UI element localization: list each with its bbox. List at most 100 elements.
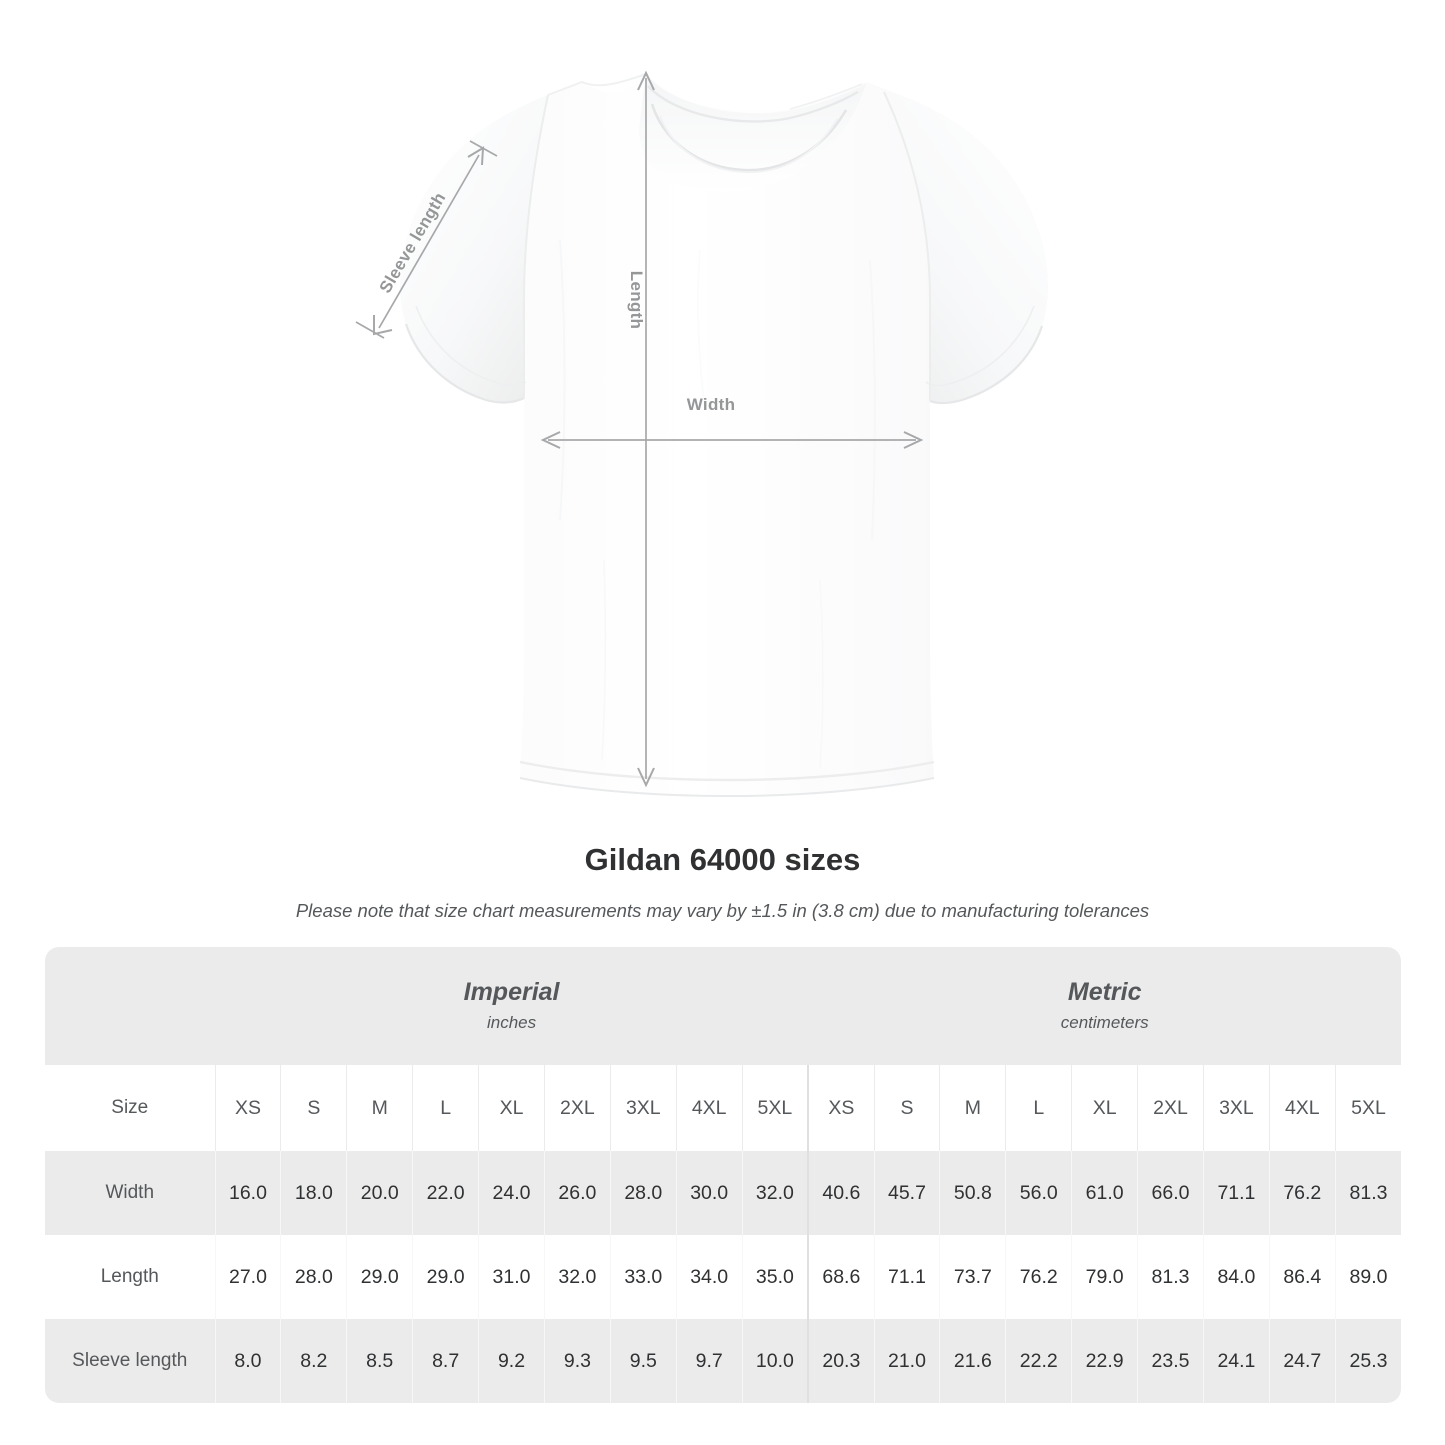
- cell-sleeve-metric-3xl: 24.1: [1202, 1319, 1270, 1403]
- cell-length-metric-3xl: 84.0: [1202, 1235, 1270, 1319]
- sleeve-length-arrow: [355, 140, 498, 339]
- unit-system-row: Imperial inches Metric centimeters: [45, 947, 1402, 1065]
- cell-width-metric-3xl: 71.1: [1202, 1151, 1270, 1235]
- chart-heading-block: Gildan 64000 sizes Please note that size…: [0, 840, 1445, 923]
- page-title: Gildan 64000 sizes: [584, 842, 861, 877]
- cell-width-imperial-l: 22.0: [412, 1151, 479, 1235]
- cell-sleeve-metric-5xl: 25.3: [1334, 1319, 1402, 1403]
- cell-length-metric-2xl: 81.3: [1137, 1235, 1204, 1319]
- cell-length-imperial-l: 29.0: [412, 1235, 479, 1319]
- cell-length-metric-l: 76.2: [1005, 1235, 1072, 1319]
- size-header-imperial-3xl: 3XL: [609, 1065, 677, 1151]
- cell-width-imperial-xs: 16.0: [214, 1151, 281, 1235]
- width-dimension-label: Width: [686, 395, 736, 414]
- cell-sleeve-metric-xl: 22.9: [1071, 1319, 1138, 1403]
- row-label-size: Size: [45, 1065, 215, 1151]
- cell-width-metric-4xl: 76.2: [1268, 1151, 1336, 1235]
- cell-sleeve-imperial-3xl: 9.5: [609, 1319, 677, 1403]
- width-arrow: [540, 431, 924, 449]
- cell-width-imperial-xl: 24.0: [478, 1151, 545, 1235]
- size-header-metric-s: S: [873, 1065, 940, 1151]
- length-dimension-label: Length: [627, 270, 646, 330]
- unit-group-metric: Metric centimeters: [808, 947, 1402, 1065]
- cell-length-metric-s: 71.1: [873, 1235, 940, 1319]
- size-header-imperial-m: M: [346, 1065, 413, 1151]
- size-header-imperial-2xl: 2XL: [543, 1065, 611, 1151]
- cell-width-metric-2xl: 66.0: [1137, 1151, 1204, 1235]
- cell-length-imperial-2xl: 32.0: [543, 1235, 611, 1319]
- tshirt-diagram: Length Width Sleeve length: [355, 70, 1048, 798]
- cell-sleeve-imperial-2xl: 9.3: [543, 1319, 611, 1403]
- cell-length-imperial-xs: 27.0: [214, 1235, 281, 1319]
- size-header-imperial-l: L: [412, 1065, 479, 1151]
- cell-width-metric-xs: 40.6: [807, 1151, 875, 1235]
- cell-sleeve-metric-m: 21.6: [939, 1319, 1006, 1403]
- unit-system-name: Metric: [1067, 978, 1142, 1006]
- size-chart-table: Imperial inches Metric centimeters Size …: [45, 947, 1402, 1403]
- cell-length-metric-m: 73.7: [939, 1235, 1006, 1319]
- cell-width-imperial-m: 20.0: [346, 1151, 413, 1235]
- row-label-sleeve-length: Sleeve length: [45, 1319, 215, 1403]
- tolerance-note: Please note that size chart measurements…: [295, 900, 1150, 921]
- table-row-size-header: Size XS S M L XL 2XL 3XL 4XL 5XL XS S M …: [45, 1065, 1402, 1151]
- cell-sleeve-metric-xs: 20.3: [807, 1319, 875, 1403]
- size-header-imperial-s: S: [280, 1065, 347, 1151]
- size-header-metric-3xl: 3XL: [1202, 1065, 1270, 1151]
- size-header-metric-xs: XS: [807, 1065, 875, 1151]
- cell-sleeve-imperial-5xl: 10.0: [741, 1319, 809, 1403]
- size-header-metric-5xl: 5XL: [1334, 1065, 1402, 1151]
- cell-width-metric-l: 56.0: [1005, 1151, 1072, 1235]
- row-label-length: Length: [45, 1235, 215, 1319]
- unit-system-name: Imperial: [463, 978, 560, 1006]
- cell-sleeve-imperial-m: 8.5: [346, 1319, 413, 1403]
- size-chart-table-container: Imperial inches Metric centimeters Size …: [45, 947, 1402, 1403]
- size-header-metric-m: M: [939, 1065, 1006, 1151]
- table-row: Length 27.0 28.0 29.0 29.0 31.0 32.0 33.…: [45, 1235, 1402, 1319]
- unit-measure-name: centimeters: [1060, 1013, 1149, 1032]
- table-row: Sleeve length 8.0 8.2 8.5 8.7 9.2 9.3 9.…: [45, 1319, 1402, 1403]
- unit-band-spacer: [45, 947, 215, 1065]
- cell-length-imperial-4xl: 34.0: [675, 1235, 743, 1319]
- size-header-metric-2xl: 2XL: [1137, 1065, 1204, 1151]
- size-header-imperial-xl: XL: [478, 1065, 545, 1151]
- size-header-metric-xl: XL: [1071, 1065, 1138, 1151]
- unit-group-imperial: Imperial inches: [215, 947, 809, 1065]
- row-label-width: Width: [45, 1151, 215, 1235]
- table-row: Width 16.0 18.0 20.0 22.0 24.0 26.0 28.0…: [45, 1151, 1402, 1235]
- size-header-imperial-xs: XS: [214, 1065, 281, 1151]
- cell-length-imperial-5xl: 35.0: [741, 1235, 809, 1319]
- size-header-imperial-5xl: 5XL: [741, 1065, 809, 1151]
- cell-width-metric-5xl: 81.3: [1334, 1151, 1402, 1235]
- cell-length-imperial-xl: 31.0: [478, 1235, 545, 1319]
- cell-width-imperial-3xl: 28.0: [609, 1151, 677, 1235]
- cell-length-metric-4xl: 86.4: [1268, 1235, 1336, 1319]
- cell-length-imperial-m: 29.0: [346, 1235, 413, 1319]
- cell-width-imperial-4xl: 30.0: [675, 1151, 743, 1235]
- size-header-metric-4xl: 4XL: [1268, 1065, 1336, 1151]
- cell-sleeve-imperial-4xl: 9.7: [675, 1319, 743, 1403]
- cell-length-metric-xl: 79.0: [1071, 1235, 1138, 1319]
- cell-sleeve-metric-l: 22.2: [1005, 1319, 1072, 1403]
- cell-sleeve-imperial-l: 8.7: [412, 1319, 479, 1403]
- cell-width-imperial-5xl: 32.0: [741, 1151, 809, 1235]
- size-header-metric-l: L: [1005, 1065, 1072, 1151]
- cell-sleeve-metric-4xl: 24.7: [1268, 1319, 1336, 1403]
- unit-measure-name: inches: [486, 1013, 537, 1032]
- cell-sleeve-imperial-xs: 8.0: [214, 1319, 281, 1403]
- cell-sleeve-imperial-xl: 9.2: [478, 1319, 545, 1403]
- cell-length-imperial-3xl: 33.0: [609, 1235, 677, 1319]
- tshirt-illustration: [355, 70, 1048, 798]
- dimension-arrows: [355, 70, 924, 788]
- cell-width-metric-xl: 61.0: [1071, 1151, 1138, 1235]
- cell-sleeve-imperial-s: 8.2: [280, 1319, 347, 1403]
- cell-width-metric-m: 50.8: [939, 1151, 1006, 1235]
- cell-sleeve-metric-s: 21.0: [873, 1319, 940, 1403]
- cell-length-imperial-s: 28.0: [280, 1235, 347, 1319]
- cell-width-metric-s: 45.7: [873, 1151, 940, 1235]
- cell-width-imperial-2xl: 26.0: [543, 1151, 611, 1235]
- cell-length-metric-5xl: 89.0: [1334, 1235, 1402, 1319]
- cell-sleeve-metric-2xl: 23.5: [1137, 1319, 1204, 1403]
- size-header-imperial-4xl: 4XL: [675, 1065, 743, 1151]
- cell-length-metric-xs: 68.6: [807, 1235, 875, 1319]
- cell-width-imperial-s: 18.0: [280, 1151, 347, 1235]
